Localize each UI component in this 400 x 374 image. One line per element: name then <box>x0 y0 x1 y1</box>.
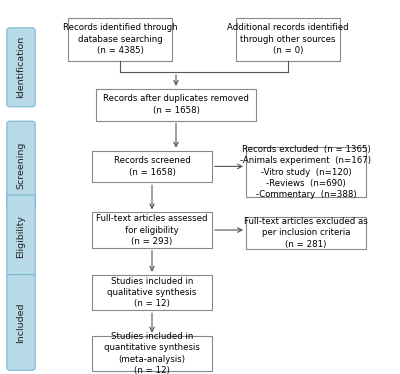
FancyBboxPatch shape <box>7 275 35 370</box>
Text: Screening: Screening <box>16 142 26 189</box>
FancyBboxPatch shape <box>92 212 212 248</box>
FancyBboxPatch shape <box>92 275 212 310</box>
FancyBboxPatch shape <box>7 28 35 107</box>
FancyBboxPatch shape <box>68 18 172 61</box>
Text: Records identified through
database searching
(n = 4385): Records identified through database sear… <box>63 23 177 55</box>
FancyBboxPatch shape <box>92 151 212 183</box>
FancyBboxPatch shape <box>7 121 35 209</box>
Text: Records screened
(n = 1658): Records screened (n = 1658) <box>114 156 190 177</box>
FancyBboxPatch shape <box>7 195 35 278</box>
Text: Full-text articles excluded as
per inclusion criteria
(n = 281): Full-text articles excluded as per inclu… <box>244 217 368 249</box>
FancyBboxPatch shape <box>246 147 366 197</box>
Text: Full-text articles assessed
for eligibility
(n = 293): Full-text articles assessed for eligibil… <box>96 214 208 246</box>
Text: Studies included in
quantitative synthesis
(meta-analysis)
(n = 12): Studies included in quantitative synthes… <box>104 332 200 374</box>
Text: Studies included in
qualitative synthesis
(n = 12): Studies included in qualitative synthesi… <box>107 276 197 309</box>
Text: Records after duplicates removed
(n = 1658): Records after duplicates removed (n = 16… <box>103 95 249 115</box>
Text: Included: Included <box>16 302 26 343</box>
Text: Records excluded  (n = 1365)
-Animals experiment  (n=167)
-Vitro study  (n=120)
: Records excluded (n = 1365) -Animals exp… <box>240 145 372 199</box>
FancyBboxPatch shape <box>92 336 212 371</box>
Text: Eligibility: Eligibility <box>16 215 26 258</box>
Text: Additional records identified
through other sources
(n = 0): Additional records identified through ot… <box>227 23 349 55</box>
FancyBboxPatch shape <box>246 217 366 249</box>
FancyBboxPatch shape <box>96 89 256 120</box>
FancyBboxPatch shape <box>236 18 340 61</box>
Text: Identification: Identification <box>16 36 26 98</box>
